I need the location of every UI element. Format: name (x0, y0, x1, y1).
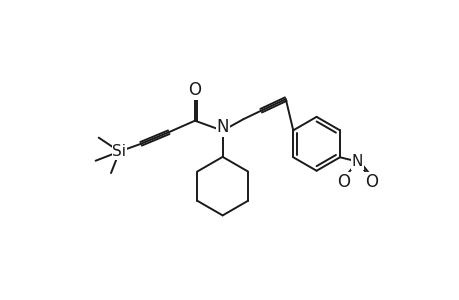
Text: N: N (216, 118, 229, 136)
Text: N: N (351, 154, 362, 169)
Text: O: O (188, 81, 201, 99)
Text: O: O (336, 173, 349, 191)
Text: O: O (364, 173, 377, 191)
Text: Si: Si (112, 144, 126, 159)
